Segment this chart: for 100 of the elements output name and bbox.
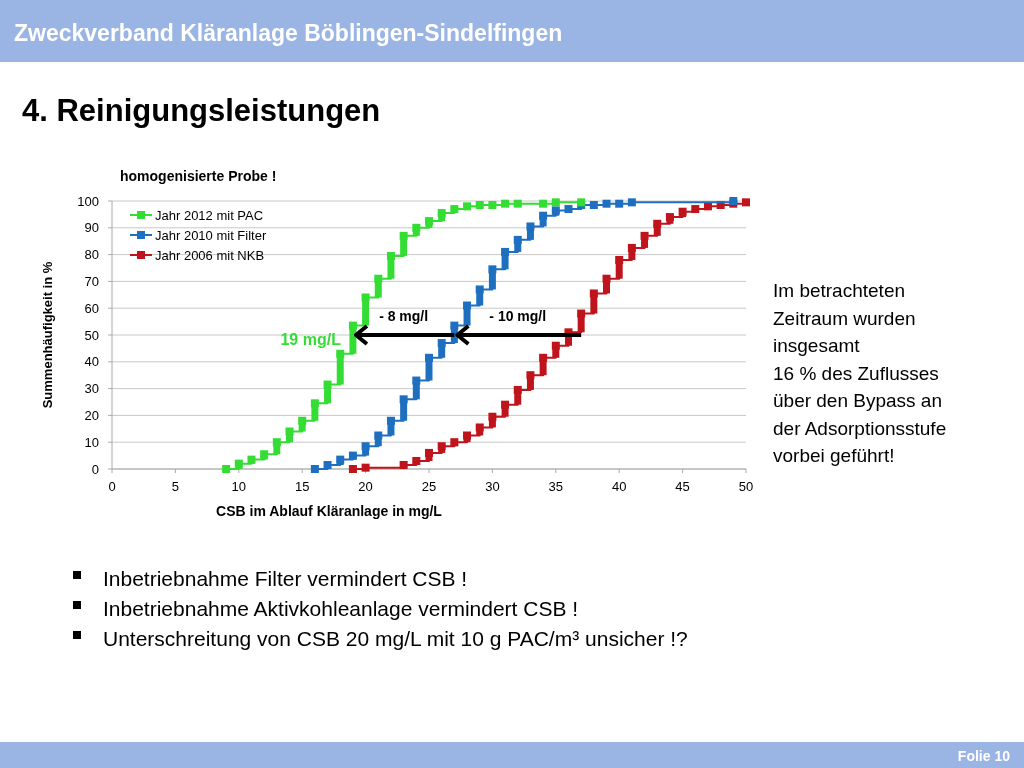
point	[348, 451, 357, 460]
point	[627, 198, 636, 207]
point	[488, 412, 497, 421]
point	[501, 400, 510, 409]
point	[399, 231, 408, 240]
x-tick-label: 50	[738, 479, 754, 494]
point	[475, 285, 484, 294]
point	[260, 450, 269, 459]
point	[450, 205, 459, 214]
point	[602, 274, 611, 283]
point	[653, 219, 662, 228]
x-tick-label: 15	[294, 479, 310, 494]
point	[348, 321, 357, 330]
y-tick-label: 100	[77, 193, 99, 209]
y-tick-label: 70	[84, 273, 99, 289]
point	[361, 442, 370, 451]
point	[310, 399, 319, 408]
point	[437, 339, 446, 348]
point	[551, 341, 560, 350]
point	[247, 455, 256, 464]
point	[386, 416, 395, 425]
text: Inbetriebnahme Filter vermindert CSB !	[103, 567, 468, 590]
point	[450, 438, 459, 447]
point	[488, 265, 497, 274]
point	[298, 416, 307, 425]
point	[513, 385, 522, 394]
point	[412, 456, 421, 465]
point	[399, 395, 408, 404]
point	[665, 213, 674, 222]
point	[374, 274, 383, 283]
point	[450, 321, 459, 330]
legend-label: Jahr 2012 mit PAC	[155, 207, 264, 223]
point	[589, 289, 598, 298]
point	[627, 243, 636, 252]
x-tick-label: 45	[675, 479, 690, 494]
point	[425, 217, 433, 226]
point	[513, 235, 522, 244]
point	[602, 199, 611, 208]
x-tick-label: 30	[485, 479, 500, 494]
point	[374, 431, 383, 440]
y-tick-label: 10	[84, 434, 99, 450]
point	[539, 353, 548, 362]
text: Zweckverband Kläranlage Böblingen-Sindelfingen	[14, 20, 563, 46]
point	[640, 231, 649, 240]
x-tick-label: 35	[548, 479, 564, 494]
point	[348, 465, 357, 473]
point	[475, 423, 484, 432]
point	[386, 251, 395, 260]
point	[539, 211, 548, 220]
y-tick-label: 50	[84, 327, 99, 343]
x-tick-label: 40	[611, 479, 627, 494]
point	[526, 371, 535, 380]
point	[361, 293, 370, 302]
point	[336, 349, 345, 358]
text: 4. Reinigungsleistungen	[22, 93, 381, 128]
point	[437, 442, 446, 451]
y-tick-label: 90	[84, 220, 99, 236]
point	[463, 431, 472, 440]
point	[551, 198, 560, 207]
point	[678, 207, 687, 216]
legend-label: Jahr 2010 mit Filter	[155, 227, 267, 243]
chart-title: homogenisierte Probe !	[120, 168, 277, 184]
annotation: 19 mg/L	[280, 331, 342, 348]
y-tick-label: 40	[84, 354, 99, 370]
point	[742, 198, 750, 207]
x-tick-label: 10	[231, 479, 247, 494]
point	[361, 463, 370, 472]
point	[323, 460, 332, 469]
point	[691, 205, 700, 214]
point	[437, 209, 446, 218]
annotation: - 8 mg/l	[379, 308, 429, 324]
point	[564, 205, 573, 214]
point	[526, 222, 535, 231]
text: Unterschreitung von CSB 20 mg/L mit 10 g PAC/m³ unsicher !?	[103, 627, 688, 650]
y-tick-label: 20	[84, 407, 99, 423]
point	[222, 465, 231, 473]
point	[323, 380, 332, 389]
point	[412, 376, 421, 385]
point	[577, 309, 586, 318]
y-tick-label: 30	[84, 381, 99, 397]
point	[615, 255, 624, 264]
point	[285, 427, 294, 436]
point	[310, 465, 319, 473]
text: Im betrachteten Zeitraum wurden insgesamt 16 % des Zuflusses über den Bypass an der Adsorptionsstufe vorbei geführt!	[773, 280, 947, 466]
x-axis-title: CSB im Ablauf Kläranlage in mg/L	[216, 503, 443, 519]
point	[399, 460, 408, 469]
y-axis-title: Summenhäufigkeit in %	[40, 261, 55, 409]
point	[272, 438, 281, 447]
text: Inbetriebnahme Aktivkohleanlage vermindert CSB !	[103, 597, 579, 620]
legend-label: Jahr 2006 mit NKB	[155, 247, 265, 263]
x-tick-label: 25	[421, 479, 437, 494]
point	[336, 455, 345, 464]
point	[463, 202, 472, 211]
point	[463, 301, 472, 310]
point	[475, 201, 484, 210]
point	[425, 448, 433, 457]
point	[425, 353, 433, 362]
y-tick-label: 0	[91, 461, 99, 477]
text: Folie 10	[957, 748, 1011, 764]
point	[412, 223, 421, 232]
